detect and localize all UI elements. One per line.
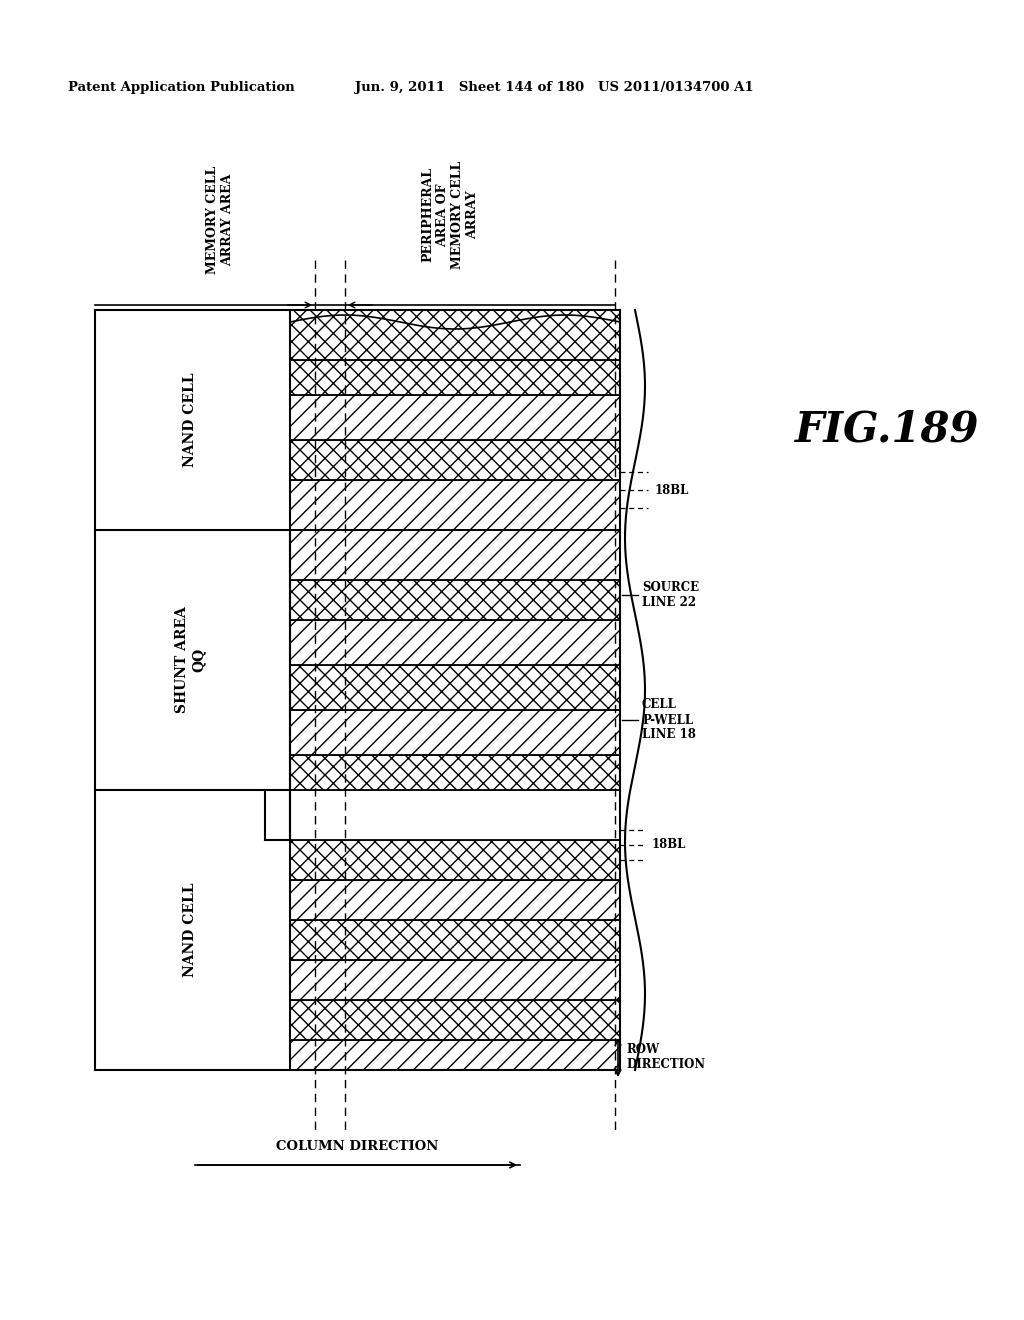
Text: 18BL: 18BL: [655, 483, 689, 496]
Text: 18BL: 18BL: [652, 838, 686, 851]
Bar: [290, 665, 620, 710]
Text: FIG.189: FIG.189: [795, 409, 980, 451]
Text: PERIPHERAL
AREA OF
MEMORY CELL
ARRAY: PERIPHERAL AREA OF MEMORY CELL ARRAY: [421, 161, 479, 269]
Bar: [290, 710, 620, 755]
Text: ROW
DIRECTION: ROW DIRECTION: [626, 1043, 706, 1071]
Text: NAND CELL: NAND CELL: [183, 372, 197, 467]
Bar: [290, 531, 620, 579]
Bar: [290, 579, 620, 620]
Bar: [290, 440, 620, 480]
Bar: [290, 755, 620, 789]
Text: NAND CELL: NAND CELL: [183, 883, 197, 977]
Text: Jun. 9, 2011   Sheet 144 of 180   US 2011/0134700 A1: Jun. 9, 2011 Sheet 144 of 180 US 2011/01…: [355, 82, 754, 95]
Text: SHUNT AREA
QQ: SHUNT AREA QQ: [175, 607, 205, 713]
Bar: [290, 360, 620, 395]
Text: MEMORY CELL
ARRAY AREA: MEMORY CELL ARRAY AREA: [206, 166, 234, 275]
Text: Patent Application Publication: Patent Application Publication: [68, 82, 295, 95]
Bar: [290, 480, 620, 531]
Bar: [290, 920, 620, 960]
Bar: [290, 395, 620, 440]
Bar: [290, 880, 620, 920]
Bar: [290, 310, 620, 360]
Text: CELL
P-WELL
LINE 18: CELL P-WELL LINE 18: [642, 698, 696, 742]
Text: SOURCE
LINE 22: SOURCE LINE 22: [642, 581, 699, 609]
Bar: [290, 1040, 620, 1071]
Bar: [290, 620, 620, 665]
Bar: [290, 840, 620, 880]
Bar: [290, 960, 620, 1001]
Bar: [290, 1001, 620, 1040]
Text: COLUMN DIRECTION: COLUMN DIRECTION: [275, 1140, 438, 1154]
